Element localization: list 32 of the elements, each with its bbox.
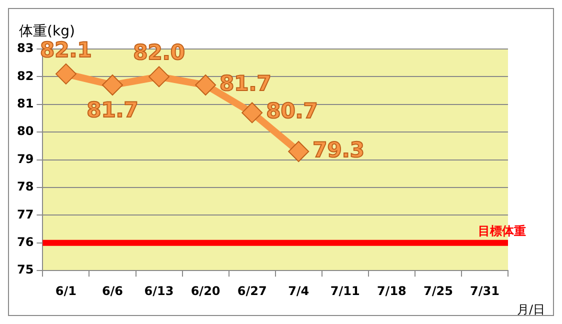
y-tick-label: 77 bbox=[16, 207, 34, 222]
x-tick-label: 6/13 bbox=[144, 284, 174, 298]
x-tick-label: 7/4 bbox=[288, 284, 310, 298]
y-tick-label: 78 bbox=[16, 180, 34, 194]
point bbox=[288, 140, 310, 162]
data-label: 79.3 bbox=[312, 138, 364, 162]
y-tick-label: 80 bbox=[16, 124, 34, 138]
point bbox=[55, 63, 76, 84]
y-axis-title: 体重(kg) bbox=[19, 24, 75, 40]
y-tick-label: 75 bbox=[16, 262, 34, 277]
point bbox=[195, 74, 216, 96]
ref-line-label: 目標体重 bbox=[478, 224, 526, 238]
y-tick-label: 81 bbox=[16, 96, 34, 111]
x-tick-label: 6/1 bbox=[55, 284, 77, 298]
x-tick-label: 6/27 bbox=[237, 284, 267, 298]
point bbox=[102, 74, 123, 96]
x-tick-label: 6/20 bbox=[190, 284, 220, 298]
x-tick-label: 7/25 bbox=[423, 284, 453, 298]
x-tick-label: 7/18 bbox=[376, 284, 406, 298]
y-tick-label: 82 bbox=[16, 68, 34, 83]
point bbox=[148, 66, 170, 88]
y-tick-label: 83 bbox=[16, 41, 34, 56]
data-label: 81.7 bbox=[220, 71, 272, 96]
y-tick-label: 76 bbox=[16, 235, 34, 250]
x-axis-title: 月/日 bbox=[516, 302, 545, 317]
x-tick-label: 7/11 bbox=[330, 284, 360, 298]
data-label: 81.7 bbox=[86, 98, 138, 122]
point bbox=[242, 102, 263, 124]
x-tick-label: 6/6 bbox=[102, 284, 124, 298]
data-label: 80.7 bbox=[266, 99, 318, 124]
x-tick-label: 7/31 bbox=[470, 284, 500, 298]
y-tick-label: 79 bbox=[16, 152, 34, 166]
